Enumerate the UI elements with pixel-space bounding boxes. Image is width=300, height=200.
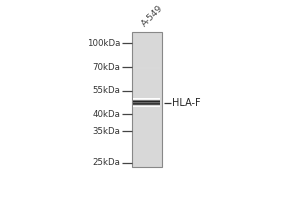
Text: 55kDa: 55kDa xyxy=(92,86,120,95)
Text: A-549: A-549 xyxy=(140,4,165,29)
Text: 40kDa: 40kDa xyxy=(92,110,120,119)
Text: 25kDa: 25kDa xyxy=(92,158,120,167)
Bar xyxy=(132,32,162,167)
Bar xyxy=(134,67,160,69)
Text: 100kDa: 100kDa xyxy=(87,39,120,48)
Text: 35kDa: 35kDa xyxy=(92,127,120,136)
Text: HLA-F: HLA-F xyxy=(172,98,201,108)
Text: 70kDa: 70kDa xyxy=(92,63,120,72)
